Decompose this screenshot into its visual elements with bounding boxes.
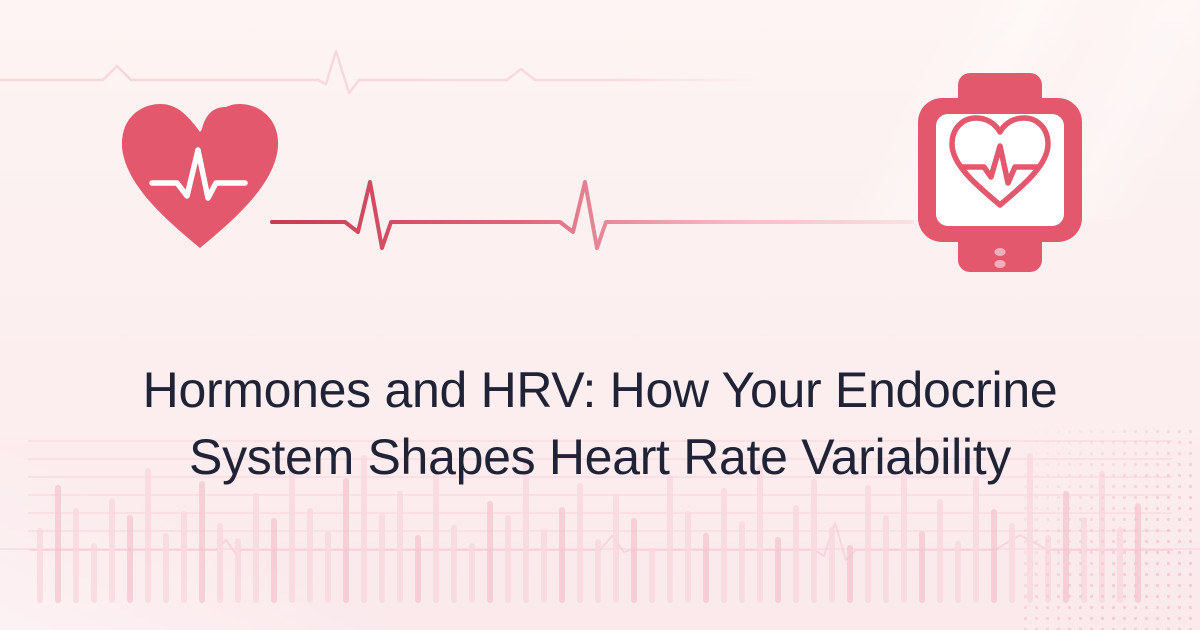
smartwatch-heart-icon (918, 73, 1082, 272)
heart-pulse-icon (122, 104, 278, 248)
hrv-bar-pattern (37, 453, 1141, 603)
page-title-line2: System Shapes Heart Rate Variability (189, 429, 1011, 485)
page-title-line1: Hormones and HRV: How Your Endocrine (142, 362, 1058, 418)
top-ekg-line (0, 49, 757, 95)
ekg-heartbeat-line (270, 180, 914, 250)
halftone-dots (1020, 430, 1200, 630)
page-title: Hormones and HRV: How Your Endocrine Sys… (0, 357, 1200, 491)
